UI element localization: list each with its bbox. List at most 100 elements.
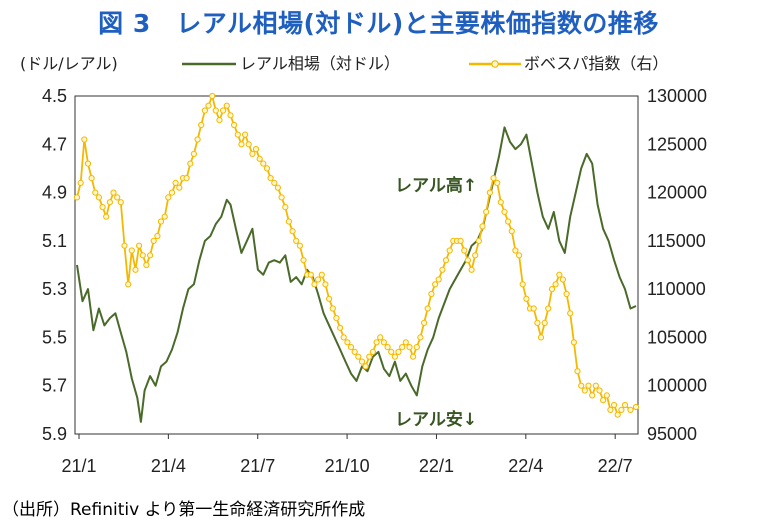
bovespa-point: [344, 339, 351, 346]
bovespa-point: [501, 208, 508, 215]
bovespa-point: [150, 237, 157, 244]
bovespa-point: [293, 237, 300, 244]
bovespa-point: [92, 189, 99, 196]
bovespa-point: [227, 112, 234, 119]
bovespa-point: [369, 348, 376, 355]
bovespa-point: [95, 194, 103, 201]
bovespa-point: [395, 348, 402, 355]
bovespa-point: [84, 160, 92, 167]
bovespa-point: [421, 319, 428, 326]
bovespa-point: [205, 102, 212, 109]
bovespa-point: [607, 406, 614, 413]
bovespa-point: [611, 401, 618, 409]
bovespa-point: [570, 339, 578, 346]
bovespa-point: [574, 368, 581, 375]
bovespa-point: [110, 189, 117, 196]
bovespa-point: [435, 276, 442, 283]
legend: (ドル/レアル) レアル相場（対ドル） ボベスパ指数（右）: [20, 54, 668, 73]
bovespa-point: [190, 150, 197, 157]
right-tick-label: 105000: [647, 327, 707, 347]
bovespa-point: [117, 199, 124, 206]
right-tick-label: 100000: [647, 376, 707, 396]
bovespa-point: [106, 199, 114, 206]
bovespa-point: [472, 252, 479, 259]
bovespa-point: [234, 131, 241, 138]
bovespa-point: [260, 160, 267, 167]
right-tick-label: 110000: [647, 279, 706, 299]
bovespa-point: [285, 218, 292, 225]
bovespa-point: [537, 334, 545, 341]
bovespa-point: [494, 179, 501, 186]
left-tick-label: 5.1: [42, 231, 67, 251]
bovespa-point: [201, 107, 208, 114]
bovespa-point: [161, 213, 168, 220]
bovespa-point: [347, 344, 355, 351]
left-tick-label: 4.5: [42, 86, 67, 106]
bovespa-point: [216, 117, 223, 124]
bovespa-point: [621, 401, 629, 409]
bovespa-point: [603, 392, 610, 399]
bovespa-point: [242, 131, 249, 138]
left-axis: 4.5 4.7 4.9 5.1 5.3 5.5 5.7 5.9: [42, 86, 67, 444]
bovespa-point: [139, 252, 146, 259]
bovespa-point: [475, 237, 482, 244]
bovespa-point: [274, 184, 281, 191]
bovespa-point: [417, 334, 424, 341]
bovespa-point: [318, 271, 325, 278]
x-tick-label: 21/1: [61, 456, 96, 476]
bovespa-point: [252, 146, 260, 153]
bovespa-point: [627, 406, 634, 413]
bovespa-point: [311, 281, 318, 288]
bovespa-point: [194, 136, 201, 143]
bovespa-point: [73, 194, 81, 201]
bovespa-point: [519, 281, 526, 288]
bovespa-point: [278, 194, 285, 201]
x-axis: 21/1 21/4 21/7 21/10 22/1 22/4 22/7: [61, 434, 633, 476]
bovespa-point: [271, 179, 278, 186]
bovespa-point: [183, 175, 190, 182]
bovespa-point: [362, 363, 369, 370]
legend-label-bovespa: ボベスパ指数（右）: [524, 54, 668, 73]
x-tick-label: 22/1: [419, 456, 454, 476]
bovespa-point: [245, 141, 252, 148]
x-tick-label: 21/10: [325, 456, 370, 476]
bovespa-point: [439, 266, 446, 273]
annotation-real-weaker: レアル安↓: [395, 409, 477, 430]
bovespa-point: [468, 266, 475, 273]
right-tick-label: 115000: [647, 231, 706, 251]
bovespa-point: [329, 305, 336, 312]
bovespa-point: [380, 339, 387, 346]
legend-label-real: レアル相場（対ドル）: [240, 54, 400, 73]
bovespa-point: [337, 324, 344, 331]
bovespa-point: [223, 102, 230, 109]
left-tick-label: 5.7: [42, 376, 67, 396]
bovespa-point: [508, 228, 515, 235]
bovespa-point: [282, 204, 289, 211]
bovespa-point: [340, 334, 347, 341]
bovespa-point: [545, 305, 552, 312]
bovespa-point: [530, 305, 537, 312]
bovespa-point: [384, 344, 391, 351]
bovespa-point: [154, 232, 161, 240]
bovespa-point: [176, 184, 183, 191]
bovespa-point: [497, 199, 504, 206]
x-tick-label: 22/7: [598, 456, 633, 476]
bovespa-point: [249, 150, 256, 157]
x-tick-label: 21/7: [240, 456, 275, 476]
bovespa-point: [618, 406, 625, 413]
bovespa-point: [490, 175, 497, 182]
bovespa-point: [585, 382, 592, 389]
bovespa-point: [355, 353, 362, 360]
bovespa-point: [556, 271, 563, 278]
bovespa-point: [632, 403, 640, 411]
bovespa-point: [315, 276, 322, 283]
bovespa-point: [351, 348, 358, 355]
bovespa-point: [428, 290, 435, 298]
bovespa-point: [388, 348, 395, 355]
bovespa-point: [326, 295, 333, 302]
right-tick-label: 130000: [647, 86, 707, 106]
bovespa-point: [600, 397, 607, 404]
bovespa-point: [81, 136, 88, 143]
bovespa-point: [114, 194, 121, 201]
